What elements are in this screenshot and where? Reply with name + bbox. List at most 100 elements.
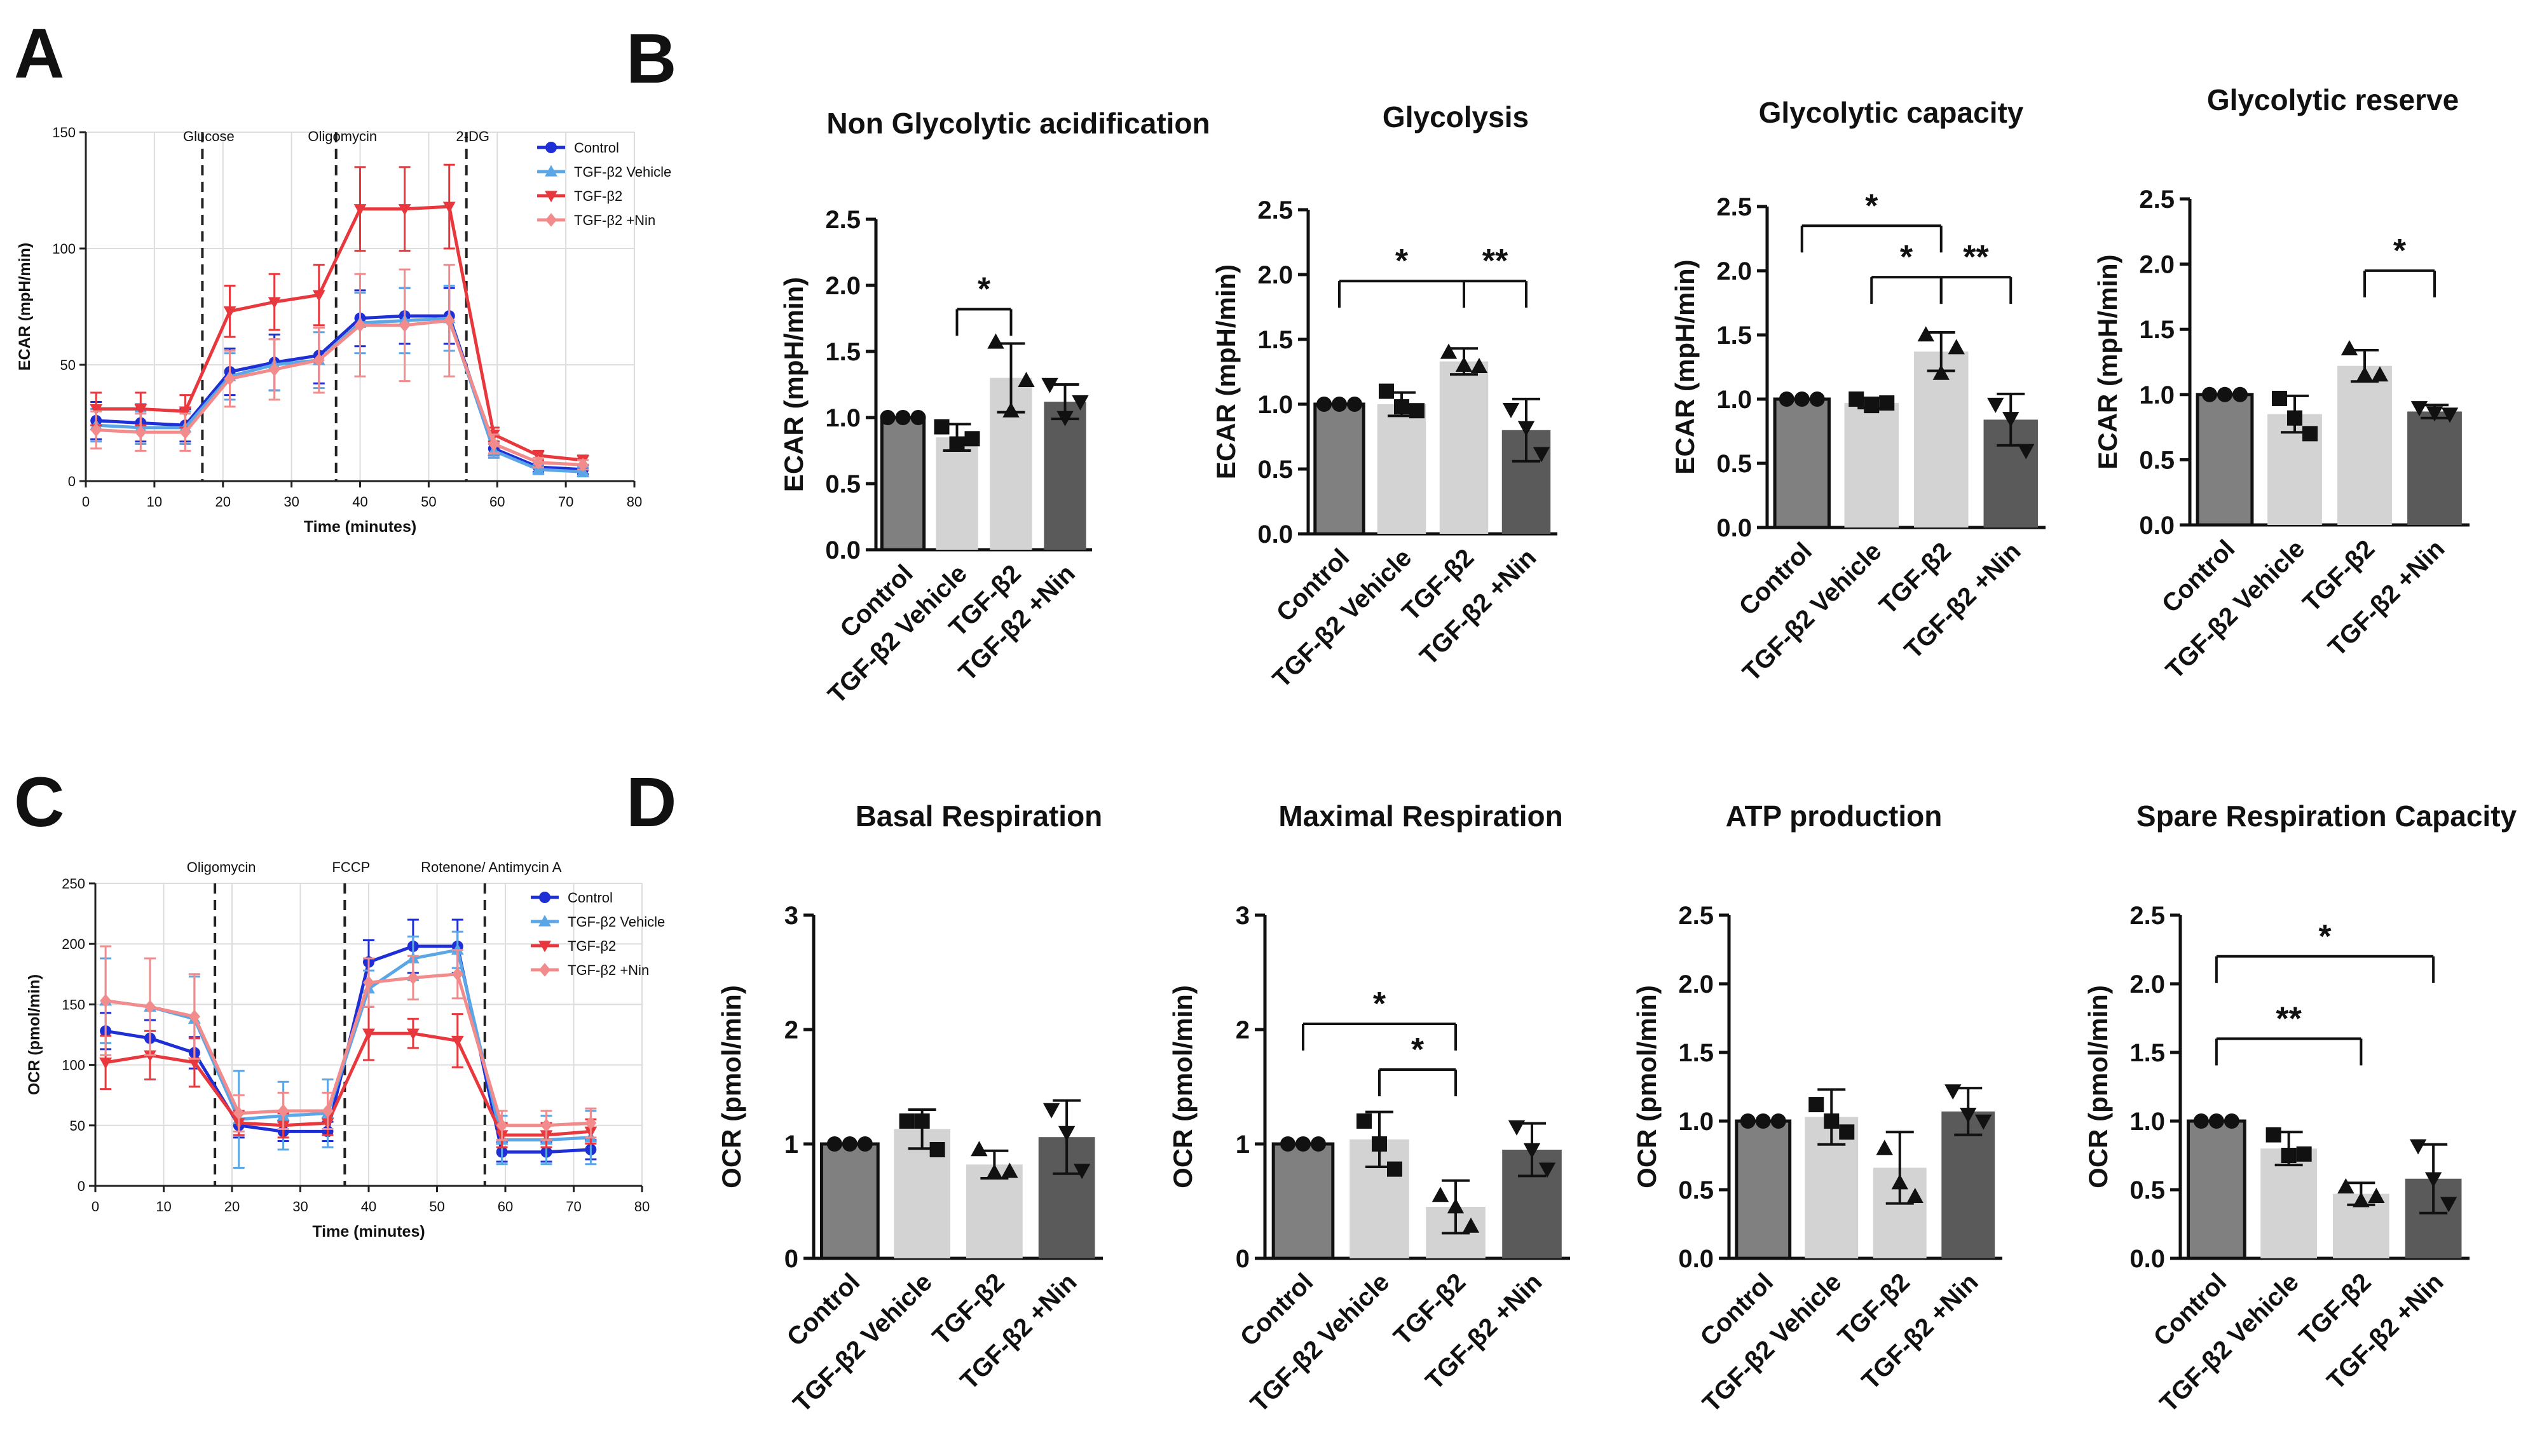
significance-label: * xyxy=(2318,918,2332,955)
y-tick-label: 0.0 xyxy=(2129,1245,2165,1273)
data-point xyxy=(443,313,455,328)
y-tick-label: 2.0 xyxy=(1678,970,1714,998)
data-point xyxy=(1311,1136,1326,1152)
legend-marker xyxy=(538,941,551,953)
chart-title: Spare Respiration Capacity xyxy=(2136,799,2517,833)
y-axis-label: OCR (pmol/min) xyxy=(25,974,43,1095)
y-axis-label: ECAR (mpH/min) xyxy=(779,277,809,492)
data-point xyxy=(1523,1143,1541,1159)
bar-chart-d4: Spare Respiration Capacity 0.0 0.5 1.0 1.5 2.… xyxy=(2083,799,2517,1418)
data-point xyxy=(1839,1124,1855,1140)
x-tick-label: 30 xyxy=(284,494,299,510)
significance-label: * xyxy=(978,271,991,308)
data-point xyxy=(1876,1140,1893,1155)
data-point xyxy=(2224,1113,2239,1129)
y-tick-label: 0.0 xyxy=(1257,520,1293,548)
data-point xyxy=(2337,1178,2354,1194)
data-point xyxy=(353,204,367,216)
series-tgf-2-nin xyxy=(90,264,589,472)
y-tick-label: 1 xyxy=(1236,1131,1250,1159)
bar xyxy=(1044,402,1086,550)
x-tick-label: 50 xyxy=(429,1199,444,1214)
data-point xyxy=(313,353,325,367)
injection-label: Rotenone/ Antimycin A xyxy=(421,859,562,875)
y-tick-label: 0.5 xyxy=(2139,446,2175,474)
injection-label: Oligomycin xyxy=(187,859,256,875)
data-point xyxy=(2410,401,2428,417)
legend-label: TGF-β2 xyxy=(574,188,622,204)
line-chart-a: 0 10 20 30 40 50 60 70 80 0 50 100 150 Time (minutes)… xyxy=(16,125,671,536)
bar xyxy=(1271,1142,1335,1260)
data-point xyxy=(842,1136,858,1152)
chart-title: Glycolytic reserve xyxy=(2207,83,2459,116)
data-point xyxy=(1042,1103,1060,1119)
y-tick-label: 0 xyxy=(68,473,76,489)
data-point xyxy=(1932,364,1950,380)
bar xyxy=(2187,1119,2246,1260)
bar-chart-b3: Glycolytic capacity 0.0 0.5 1.0 1.5 2.0 2.5 ECA… xyxy=(1670,96,2046,687)
data-point xyxy=(1280,1136,1295,1152)
data-point xyxy=(1056,411,1074,426)
data-point xyxy=(1864,398,1880,414)
injection-label: 2-DG xyxy=(456,128,489,144)
data-point xyxy=(880,410,896,425)
bar xyxy=(2196,393,2254,527)
y-tick-label: 1.5 xyxy=(2129,1039,2165,1067)
y-tick-label: 1 xyxy=(784,1131,798,1159)
data-point xyxy=(1508,1120,1526,1136)
series-line xyxy=(96,314,584,472)
data-point xyxy=(1072,395,1089,411)
bar xyxy=(936,437,978,550)
data-point xyxy=(1462,1217,1480,1233)
data-point xyxy=(90,423,102,437)
significance-label: * xyxy=(1395,243,1409,280)
bar-chart-d3: ATP production 0.0 0.5 1.0 1.5 2.0 2.5 OCR (pmo… xyxy=(1632,799,2002,1418)
y-tick-label: 2.5 xyxy=(1257,196,1293,224)
data-point xyxy=(1432,1187,1449,1202)
data-point xyxy=(899,1113,915,1129)
legend-label: TGF-β2 +Nin xyxy=(574,212,655,228)
data-point xyxy=(1332,397,1347,412)
data-point xyxy=(2018,444,2035,459)
data-point xyxy=(362,1028,375,1040)
x-axis-label: Time (minutes) xyxy=(312,1223,425,1241)
y-tick-label: 1.0 xyxy=(2139,381,2175,409)
bar xyxy=(1313,402,1365,536)
data-point xyxy=(1394,399,1409,415)
data-point xyxy=(268,362,280,377)
x-axis-label: Time (minutes) xyxy=(304,518,416,536)
bar xyxy=(2260,1148,2317,1258)
injection-label: Glucose xyxy=(183,128,235,144)
y-axis-label: ECAR (mpH/min) xyxy=(2093,254,2122,469)
y-tick-label: 100 xyxy=(62,1058,85,1073)
bar xyxy=(880,416,926,552)
data-point xyxy=(1891,1174,1908,1190)
data-point xyxy=(1455,357,1473,372)
y-axis-label: OCR (pmol/min) xyxy=(1168,985,1198,1188)
data-point xyxy=(1906,1188,1924,1203)
x-tick-label: 70 xyxy=(566,1199,581,1214)
bar xyxy=(1377,404,1426,534)
data-point xyxy=(1740,1113,1756,1129)
data-point xyxy=(1409,403,1425,419)
data-point xyxy=(1808,1097,1824,1113)
legend-marker xyxy=(545,213,557,227)
data-point xyxy=(2296,1146,2312,1162)
data-point xyxy=(1316,397,1332,412)
x-tick-label: 50 xyxy=(421,494,436,510)
y-tick-label: 150 xyxy=(52,125,76,140)
legend-marker xyxy=(539,963,550,977)
data-point xyxy=(399,318,411,332)
data-point xyxy=(179,406,192,418)
data-point xyxy=(322,1104,334,1118)
data-point xyxy=(1387,1161,1402,1177)
chart-title: Glycolytic capacity xyxy=(1759,96,2024,129)
x-tick-label: 0 xyxy=(82,494,90,510)
y-tick-label: 2 xyxy=(1236,1016,1250,1044)
data-point xyxy=(1879,395,1895,411)
y-axis-label: ECAR (mpH/min) xyxy=(16,243,34,371)
y-tick-label: 3 xyxy=(784,902,798,930)
y-tick-label: 150 xyxy=(62,997,85,1012)
data-point xyxy=(406,1028,420,1040)
data-point xyxy=(1975,1114,1992,1130)
